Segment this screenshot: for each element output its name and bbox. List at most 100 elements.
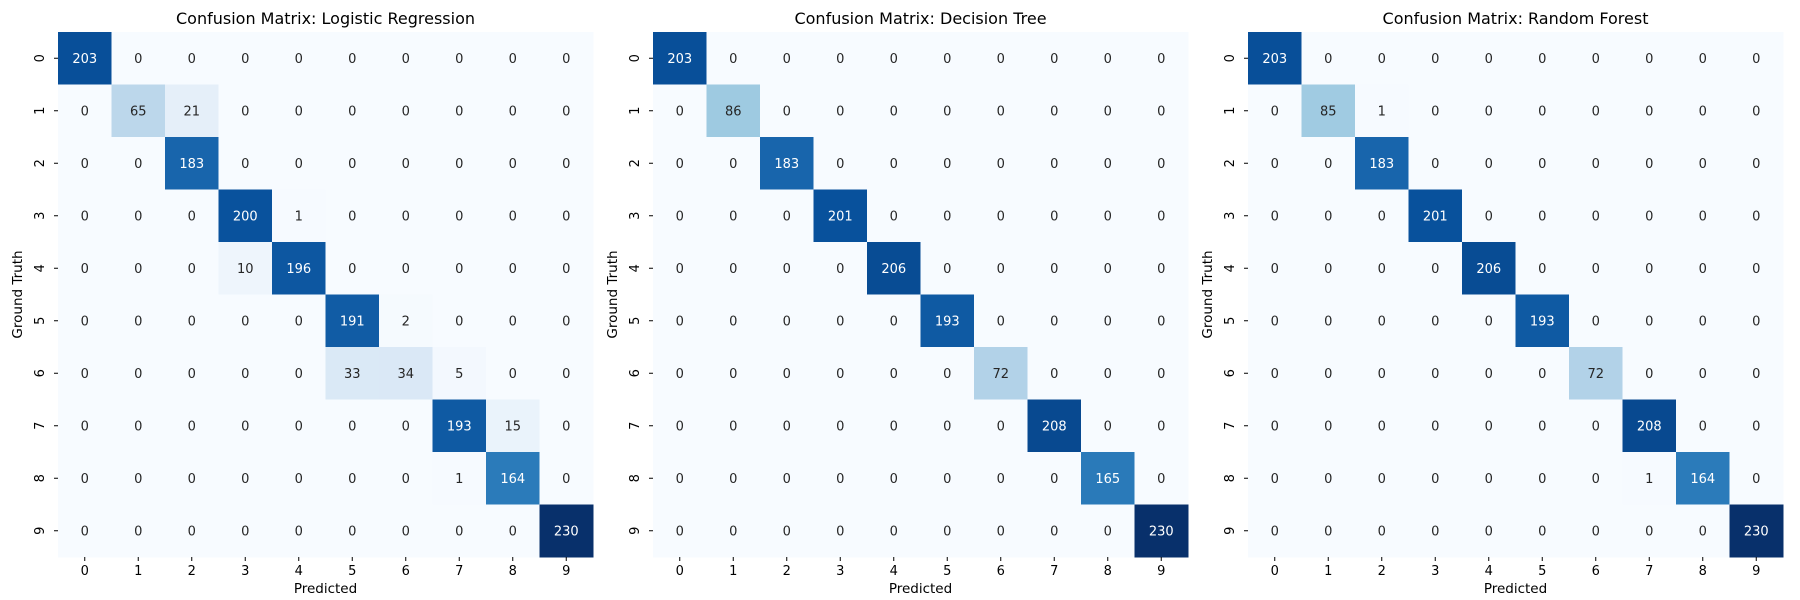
heatmap-cell <box>760 347 814 400</box>
cell-value-label: 5 <box>455 367 463 382</box>
cell-value-label: 0 <box>562 419 570 434</box>
cell-value-label: 200 <box>233 209 258 224</box>
heatmap-cell <box>1622 347 1677 400</box>
cell-value-label: 0 <box>134 157 142 172</box>
cell-value-label: 193 <box>447 419 472 434</box>
cell-value-label: 193 <box>1530 314 1555 329</box>
y-tick-label: 2 <box>1223 159 1238 167</box>
x-tick-label: 7 <box>1645 564 1653 579</box>
cell-value-label: 0 <box>1752 157 1760 172</box>
heatmap-cell <box>486 137 540 190</box>
cell-value-label: 0 <box>1431 314 1439 329</box>
cell-value-label: 0 <box>1157 157 1165 172</box>
cell-value-label: 0 <box>1324 262 1332 277</box>
cell-value-label: 0 <box>1645 104 1653 119</box>
heatmap-cell <box>379 137 433 190</box>
cell-value-label: 0 <box>241 52 249 67</box>
cell-value-label: 0 <box>1485 209 1493 224</box>
cell-value-label: 0 <box>509 209 517 224</box>
heatmap-cell <box>1676 137 1730 190</box>
cell-value-label: 0 <box>943 419 951 434</box>
heatmap-cell <box>58 347 112 400</box>
heatmap-cell <box>539 399 594 453</box>
cell-value-label: 201 <box>1423 209 1448 224</box>
cell-value-label: 0 <box>1378 262 1386 277</box>
cell-value-label: 0 <box>81 419 89 434</box>
cell-value-label: 0 <box>783 524 791 539</box>
heatmap-cell <box>1676 504 1730 558</box>
heatmap-cell <box>1408 294 1463 348</box>
x-tick-label: 8 <box>509 564 517 579</box>
cell-value-label: 0 <box>295 472 303 487</box>
cell-value-label: 196 <box>286 262 311 277</box>
cell-value-label: 0 <box>1378 472 1386 487</box>
cell-value-label: 0 <box>1104 157 1112 172</box>
y-tick-label: 8 <box>33 474 48 482</box>
heatmap-cell <box>218 189 273 243</box>
heatmap-cell <box>1729 452 1784 505</box>
x-tick-label: 2 <box>783 564 791 579</box>
cell-value-label: 0 <box>997 419 1005 434</box>
cell-value-label: 0 <box>1645 367 1653 382</box>
cell-value-label: 34 <box>397 367 414 382</box>
cell-value-label: 0 <box>729 419 737 434</box>
cell-value-label: 0 <box>1752 472 1760 487</box>
heatmap-cell <box>1729 84 1784 138</box>
cell-value-label: 0 <box>1485 157 1493 172</box>
heatmap-cell <box>867 452 921 505</box>
x-tick-label: 4 <box>1485 564 1493 579</box>
cell-value-label: 0 <box>1699 524 1707 539</box>
cell-value-label: 0 <box>1050 314 1058 329</box>
heatmap-cell <box>1081 294 1135 348</box>
cell-value-label: 0 <box>783 472 791 487</box>
cell-value-label: 0 <box>1752 209 1760 224</box>
cell-value-label: 0 <box>134 419 142 434</box>
heatmap-cell <box>1622 294 1677 348</box>
heatmap-cell <box>1248 504 1302 558</box>
heatmap-cell <box>325 137 380 190</box>
heatmap-cell <box>165 32 219 85</box>
cell-value-label: 0 <box>1645 52 1653 67</box>
heatmap-cell <box>1248 189 1302 243</box>
heatmap-cell <box>111 84 166 138</box>
cell-value-label: 0 <box>455 104 463 119</box>
cell-value-label: 0 <box>455 157 463 172</box>
heatmap-cell <box>379 32 433 85</box>
cell-value-label: 65 <box>130 104 147 119</box>
cell-value-label: 0 <box>509 157 517 172</box>
cell-value-label: 0 <box>1378 52 1386 67</box>
heatmap-cell <box>1081 137 1135 190</box>
cell-value-label: 0 <box>1324 419 1332 434</box>
heatmap-cell <box>1301 137 1356 190</box>
cell-value-label: 0 <box>188 524 196 539</box>
heatmap-cell <box>1569 452 1623 505</box>
heatmap-cell <box>1301 189 1356 243</box>
cell-value-label: 0 <box>676 157 684 172</box>
heatmap-cell <box>111 399 166 453</box>
heatmap-cell <box>706 32 761 85</box>
heatmap-cell <box>1729 294 1784 348</box>
cell-value-label: 0 <box>1431 157 1439 172</box>
heatmap-cell <box>653 294 707 348</box>
heatmap-cell <box>920 84 975 138</box>
x-tick-label: 2 <box>188 564 196 579</box>
heatmap-cell <box>920 452 975 505</box>
cell-value-label: 0 <box>783 367 791 382</box>
cell-value-label: 0 <box>1104 52 1112 67</box>
heatmap-cell <box>272 137 326 190</box>
cell-value-label: 0 <box>1050 209 1058 224</box>
heatmap-cell <box>1301 399 1356 453</box>
heatmap-cell <box>1462 32 1516 85</box>
heatmap-cell <box>1622 137 1677 190</box>
heatmap-cell <box>1729 399 1784 453</box>
heatmap-cell <box>539 347 594 400</box>
cell-value-label: 0 <box>509 367 517 382</box>
heatmap-cell <box>706 242 761 295</box>
cell-value-label: 0 <box>241 157 249 172</box>
cell-value-label: 0 <box>241 419 249 434</box>
cell-value-label: 0 <box>836 52 844 67</box>
x-tick-label: 2 <box>1378 564 1386 579</box>
x-tick-label: 4 <box>890 564 898 579</box>
heatmap-cell <box>58 137 112 190</box>
